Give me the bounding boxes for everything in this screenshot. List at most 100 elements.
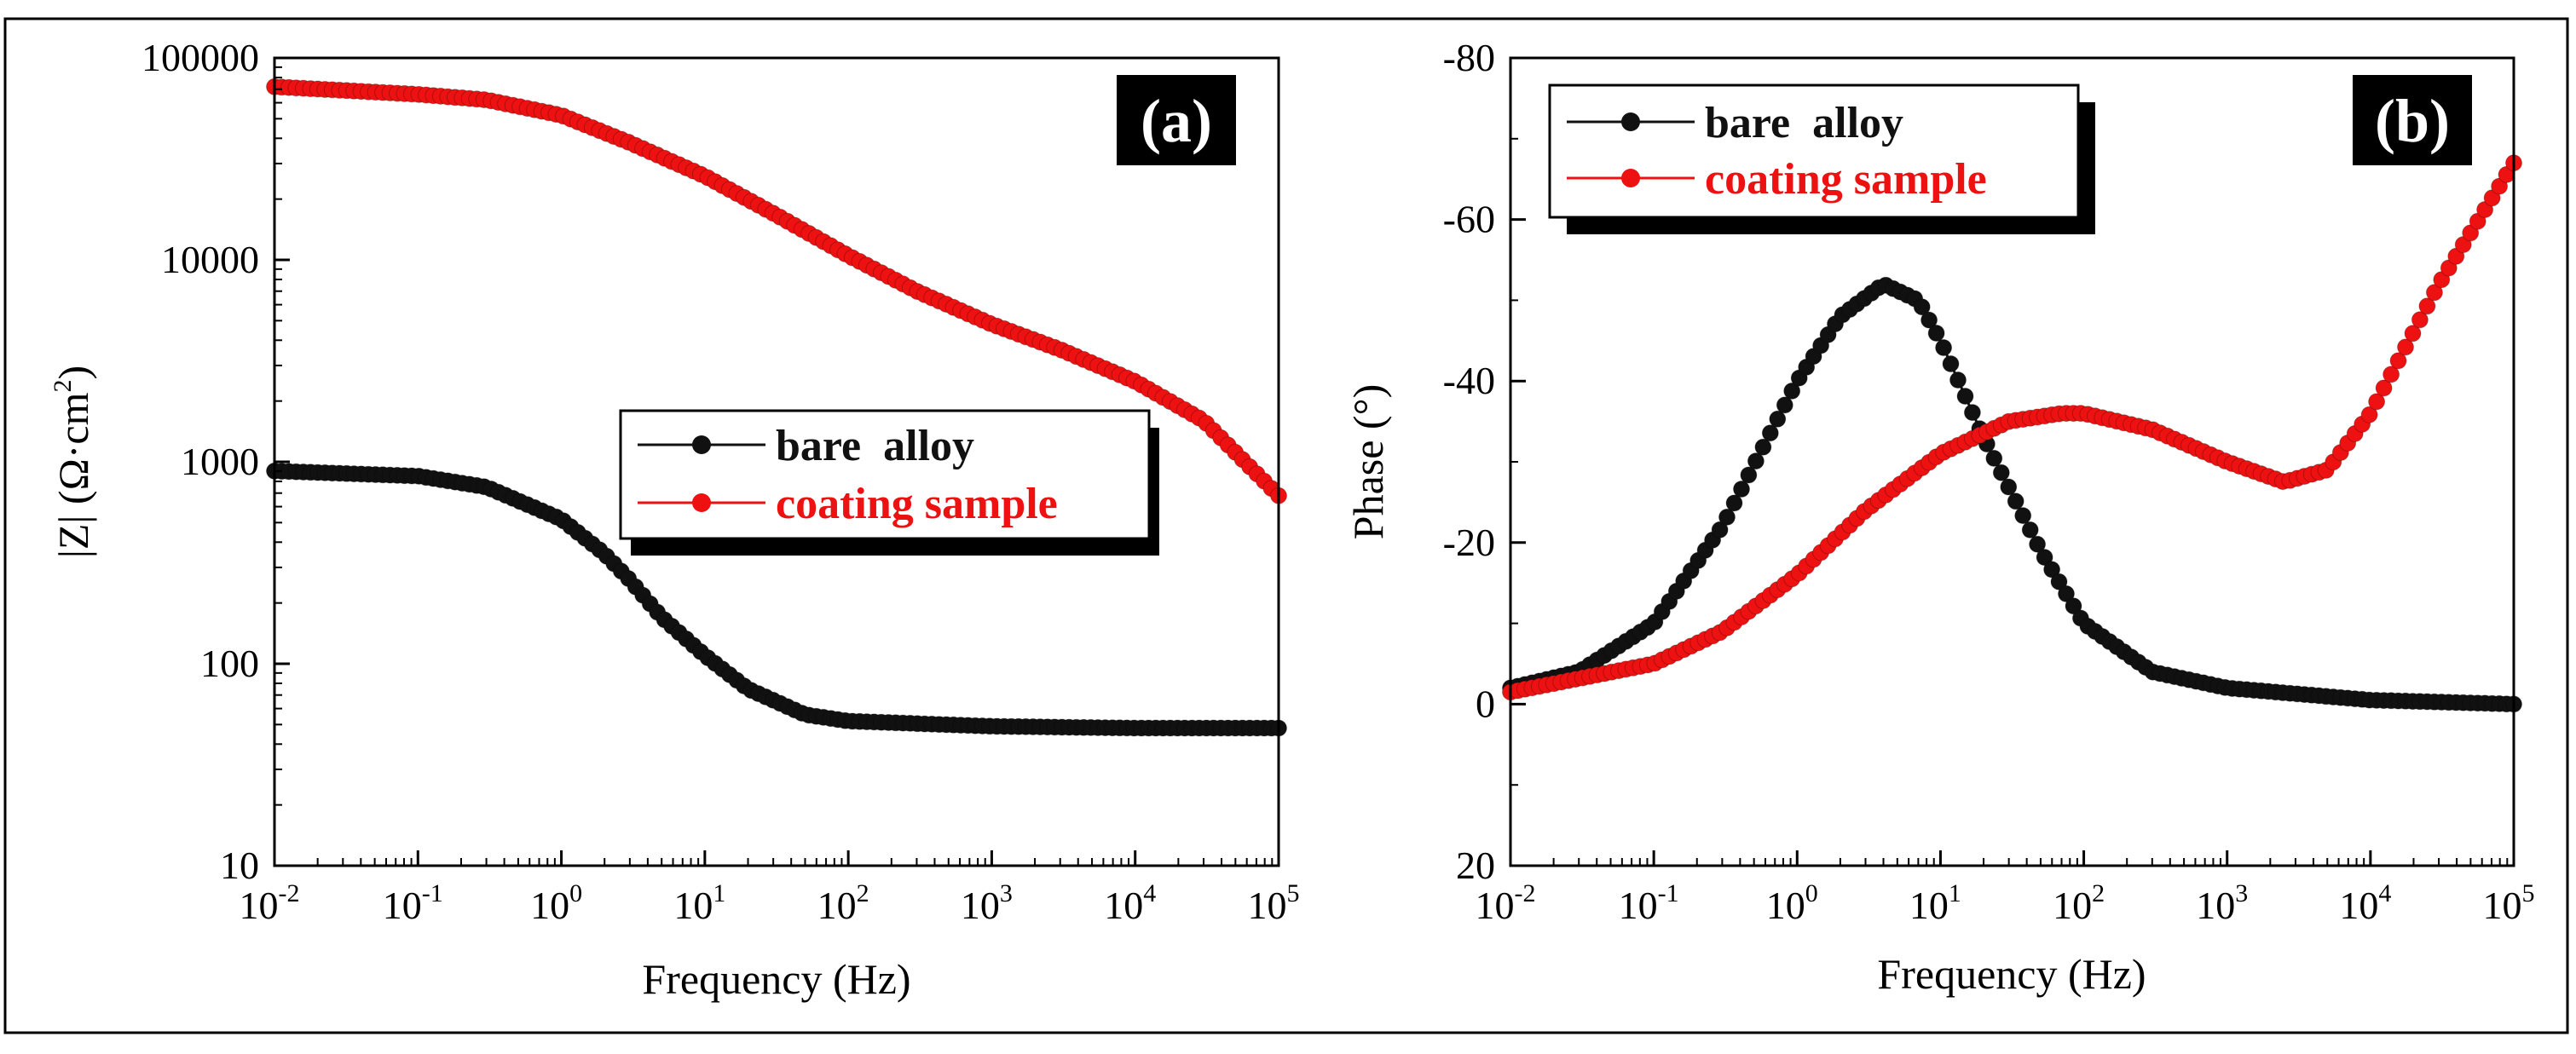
y-tick-label-b-1: -60 xyxy=(1443,198,1495,241)
panel-a-xlabel: Frequency (Hz) xyxy=(642,955,910,1003)
data-point-b-0-35 xyxy=(1754,438,1772,456)
panel-b-xtick-labels: 10-2 10-1 100 101 102 103 104 105 xyxy=(1476,879,2535,927)
data-point-b-1-126 xyxy=(2411,311,2429,329)
x-tick-label-a-6: 104 xyxy=(1104,879,1156,927)
panel-b-xlabel: Frequency (Hz) xyxy=(1877,950,2146,998)
data-point-b-0-32 xyxy=(1733,481,1750,498)
panel-b-label-box xyxy=(2353,75,2472,165)
x-tick-label-a-3: 101 xyxy=(673,879,725,927)
y-tick-label-a-4: 100000 xyxy=(142,36,259,79)
panel-a-plot-layer xyxy=(266,78,1287,737)
panel-a-legend-marker-bare xyxy=(692,435,711,454)
panel-a-legend-box xyxy=(619,409,1151,540)
data-point-b-0-75 xyxy=(2043,561,2061,579)
panel-a-legend-marker-coating xyxy=(692,493,711,512)
panel-a-label-box xyxy=(1117,75,1236,165)
panel-b: 10-2 10-1 100 101 102 103 104 105 -80 -60 -40 -20 0… xyxy=(1344,36,2535,998)
data-point-b-1-125 xyxy=(2404,325,2422,343)
x-tick-label-b-2: 100 xyxy=(1766,879,1818,927)
y-tick-label-a-0: 10 xyxy=(220,844,259,887)
data-point-b-0-73 xyxy=(2029,535,2047,553)
data-point-b-0-39 xyxy=(1783,382,1801,400)
data-point-b-0-37 xyxy=(1769,410,1787,428)
x-tick-label-a-7: 105 xyxy=(1248,879,1300,927)
data-point-b-1-124 xyxy=(2397,338,2414,356)
y-tick-label-b-5: 20 xyxy=(1456,844,1495,887)
y-tick-label-b-4: 0 xyxy=(1476,682,1495,725)
y-tick-label-b-0: -80 xyxy=(1443,36,1495,79)
panel-a: 10-2 10-1 100 101 102 103 104 105 10 100 1000 1000… xyxy=(49,36,1300,1003)
data-point-b-0-58 xyxy=(1920,311,1938,329)
y-tick-label-b-3: -20 xyxy=(1443,521,1495,564)
data-point-b-0-34 xyxy=(1747,452,1765,470)
data-point-b-0-69 xyxy=(2000,478,2018,496)
x-tick-label-a-0: 10-2 xyxy=(240,879,300,927)
panel-a-legend-label-coating: coating sample xyxy=(776,480,1058,528)
panel-b-ylabel: Phase (°) xyxy=(1344,384,1392,539)
x-tick-label-b-4: 102 xyxy=(2053,879,2105,927)
panel-b-ytick-labels: -80 -60 -40 -20 0 20 xyxy=(1443,36,1495,887)
panel-b-legend-marker-bare xyxy=(1621,112,1640,131)
panel-a-ticks xyxy=(273,56,1280,867)
x-tick-label-b-5: 103 xyxy=(2196,879,2248,927)
panel-b-legend-box xyxy=(1548,84,2080,219)
panel-a-legend: bare alloy coating sample xyxy=(619,409,1159,556)
panel-a-legend-label-bare: bare alloy xyxy=(776,422,974,470)
y-tick-label-a-1: 100 xyxy=(200,642,259,685)
data-point-b-0-64 xyxy=(1963,404,1981,422)
data-point-b-0-62 xyxy=(1949,371,1967,389)
panel-b-legend-label-coating: coating sample xyxy=(1705,155,1987,204)
figure-border xyxy=(3,17,2569,1034)
x-tick-label-a-5: 103 xyxy=(961,879,1013,927)
data-point-b-1-122 xyxy=(2383,366,2400,383)
data-point-b-0-76 xyxy=(2050,573,2068,590)
data-point-b-1-120 xyxy=(2368,393,2386,411)
x-tick-label-a-1: 10-1 xyxy=(383,879,443,927)
y-tick-label-a-3: 10000 xyxy=(161,238,259,281)
data-point-b-0-29 xyxy=(1711,521,1729,539)
data-point-b-1-123 xyxy=(2389,352,2407,370)
data-point-b-0-36 xyxy=(1761,424,1779,442)
panel-b-legend: bare alloy coating sample xyxy=(1548,84,2095,234)
data-point-b-0-30 xyxy=(1718,508,1736,526)
data-point-b-0-57 xyxy=(1913,298,1931,316)
data-point-b-0-71 xyxy=(2014,507,2032,525)
y-tick-label-a-2: 1000 xyxy=(181,440,259,483)
data-point-b-1-127 xyxy=(2418,297,2436,315)
panel-a-ylabel-main: |Z| (Ω·cm xyxy=(49,392,97,558)
data-point-b-1-128 xyxy=(2425,284,2443,302)
y-tick-label-b-2: -40 xyxy=(1443,359,1495,402)
data-point-b-1-119 xyxy=(2360,406,2378,423)
data-point-b-0-68 xyxy=(1992,464,2010,481)
data-point-b-0-72 xyxy=(2021,521,2039,539)
panel-a-ylabel: |Z| (Ω·cm2) xyxy=(49,366,97,558)
data-point-b-0-60 xyxy=(1935,339,1953,356)
panel-a-xtick-labels: 10-2 10-1 100 101 102 103 104 105 xyxy=(240,879,1300,927)
x-tick-label-b-6: 104 xyxy=(2339,879,2391,927)
panel-a-ylabel-close: ) xyxy=(49,366,97,380)
data-point-b-0-78 xyxy=(2065,597,2082,615)
panel-b-legend-label-bare: bare alloy xyxy=(1705,99,1903,147)
panel-b-label: (b) xyxy=(2375,87,2450,155)
data-point-b-0-59 xyxy=(1927,325,1945,342)
panel-a-label: (a) xyxy=(1141,87,1212,155)
data-point-b-0-38 xyxy=(1776,396,1793,414)
x-tick-label-b-7: 105 xyxy=(2483,879,2535,927)
data-point-b-0-63 xyxy=(1956,388,1974,405)
panel-a-ytick-labels: 10 100 1000 10000 100000 xyxy=(142,36,259,887)
x-tick-label-a-4: 102 xyxy=(817,879,869,927)
x-tick-label-b-0: 10-2 xyxy=(1476,879,1536,927)
panel-b-ticks xyxy=(1509,56,2515,867)
data-point-b-0-74 xyxy=(2036,549,2053,567)
x-tick-label-b-1: 10-1 xyxy=(1619,879,1679,927)
data-point-b-0-70 xyxy=(2007,492,2024,510)
data-point-b-0-61 xyxy=(1942,355,1960,372)
data-point-b-0-33 xyxy=(1740,466,1758,484)
data-point-b-0-77 xyxy=(2058,585,2075,602)
panel-b-legend-marker-coating xyxy=(1621,169,1640,187)
data-point-b-0-67 xyxy=(1985,449,2003,467)
x-tick-label-b-3: 101 xyxy=(1909,879,1961,927)
data-point-b-1-121 xyxy=(2375,379,2393,397)
panel-b-plot-layer xyxy=(1502,154,2522,713)
